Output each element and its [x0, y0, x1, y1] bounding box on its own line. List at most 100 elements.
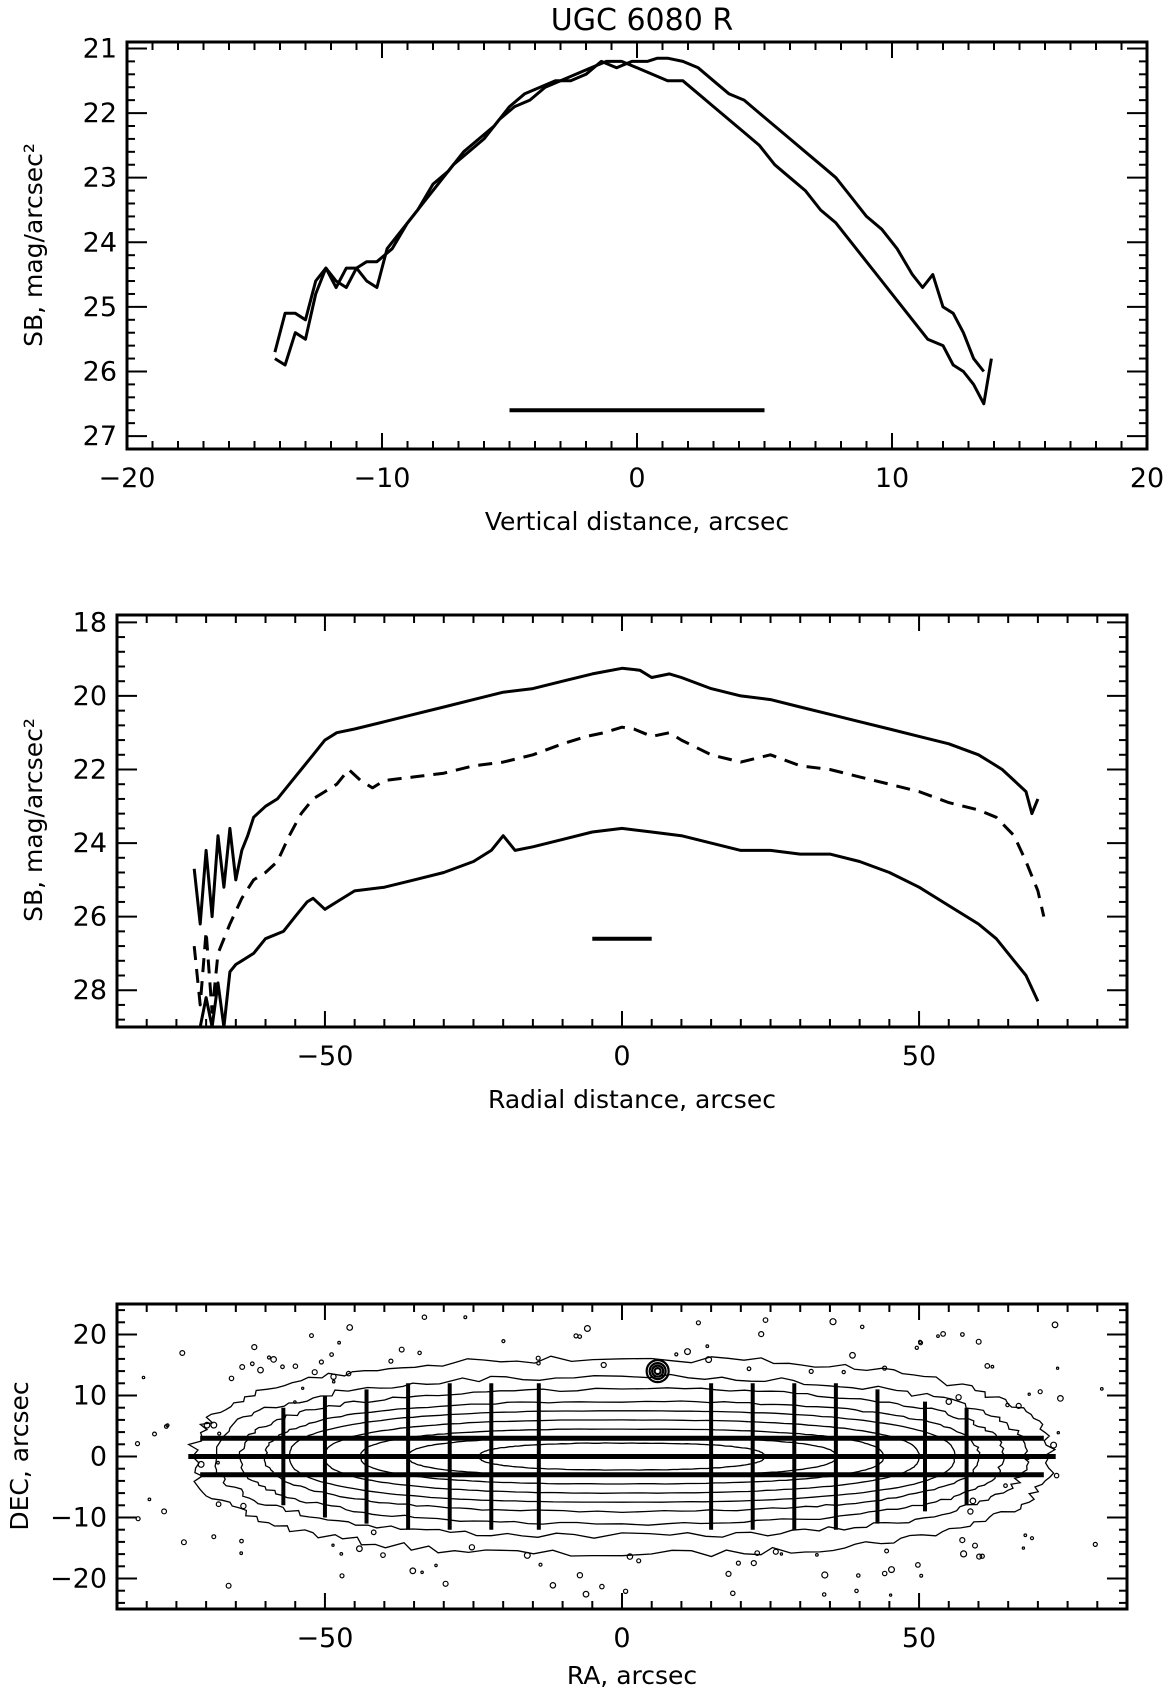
radial-profile-xtick-label: 0 [613, 1041, 630, 1072]
contour-speck [780, 1553, 782, 1555]
vertical-profile-xtick-label: −10 [354, 463, 411, 494]
contour-speck [1024, 1534, 1027, 1537]
contour-speck [1004, 1484, 1008, 1488]
contour-speck [889, 1567, 895, 1573]
contour-speck [312, 1370, 317, 1375]
contour-speck [357, 1546, 363, 1552]
contour-speck [675, 1353, 678, 1356]
contour-map-ylabel: DEC, arcsec [5, 1381, 34, 1530]
vertical-profile-ytick-label: 24 [83, 227, 117, 258]
contour-map-panel: −50 0 50 −20 −10 0 10 20 RA, arcsec DEC, arcsec [5, 1304, 1127, 1689]
contour-speck [211, 1422, 217, 1428]
contour-map-xtick-label: 0 [613, 1623, 630, 1654]
contour-speck [600, 1584, 604, 1588]
contour-speck [371, 1530, 376, 1535]
vertical-profile-ytick-label: 27 [83, 421, 117, 452]
contour-speck [1006, 1403, 1009, 1406]
profile-cuts [188, 1383, 1055, 1529]
contour-speck [347, 1325, 353, 1331]
contour-speck [961, 1551, 967, 1557]
contour-speck [624, 1589, 628, 1593]
vertical-profile-ytick-label: 22 [83, 98, 117, 129]
contour-speck [389, 1359, 393, 1363]
contour-speck [142, 1376, 144, 1378]
contour-speck [731, 1591, 735, 1595]
vertical-profile-panel: UGC 6080 R −20 −10 0 10 20 21 22 23 24 25 26 27 Ver… [19, 3, 1164, 536]
contour-speck [268, 1356, 271, 1359]
contour-speck [809, 1369, 813, 1373]
contour-map-ytick-label: 20 [73, 1320, 107, 1351]
contour-speck [970, 1498, 976, 1504]
contour-speck [842, 1371, 845, 1374]
contour-speck [333, 1381, 335, 1383]
contour-speck [976, 1339, 981, 1344]
radial-profile-series-1-line [194, 668, 1038, 924]
contour-speck [502, 1340, 505, 1343]
contour-speck [861, 1325, 864, 1328]
vertical-profile-xtick-label: 10 [875, 463, 909, 494]
contour-speck [1031, 1537, 1034, 1540]
contour-speck [537, 1362, 540, 1365]
vertical-profile-xlabel: Vertical distance, arcsec [485, 507, 789, 536]
contour-speck [850, 1353, 856, 1359]
contour-speck [332, 1544, 334, 1546]
contour-speck [469, 1545, 474, 1550]
contour-speck [252, 1345, 257, 1350]
contour-speck [217, 1461, 220, 1464]
contour-speck [946, 1399, 951, 1404]
contour-speck [331, 1374, 336, 1379]
contour-speck [960, 1538, 965, 1543]
contour-speck [706, 1345, 709, 1348]
contour-speck [773, 1549, 778, 1554]
contour-speck [180, 1351, 185, 1356]
contour-speck [340, 1574, 344, 1578]
radial-profile-ytick-label: 20 [73, 681, 107, 712]
contour-speck [816, 1554, 819, 1557]
vertical-profile-xtick-label: −20 [99, 463, 156, 494]
contour-speck [271, 1357, 277, 1363]
contour-map-ytick-label: −20 [50, 1564, 107, 1595]
contour-speck [1057, 1367, 1059, 1369]
contour-map-xtick-label: −50 [296, 1623, 353, 1654]
contour-speck [182, 1540, 187, 1545]
contour-speck [136, 1517, 140, 1521]
chart-title: UGC 6080 R [551, 3, 733, 38]
contour-speck [338, 1341, 341, 1344]
contour-speck [822, 1572, 828, 1578]
contour-speck [747, 1367, 751, 1371]
contour-speck [241, 1503, 246, 1508]
contour-speck [601, 1363, 606, 1368]
radial-profile-ytick-label: 28 [73, 975, 107, 1006]
contour-speck [920, 1574, 923, 1577]
contour-speck [1093, 1542, 1097, 1546]
contour-speck [1022, 1547, 1024, 1549]
contour-speck [136, 1442, 140, 1446]
contour-speck [340, 1553, 343, 1556]
contour-speck [464, 1316, 467, 1319]
contour-speck [973, 1543, 978, 1548]
contour-speck [410, 1568, 416, 1574]
contour-speck [985, 1364, 990, 1369]
contour-speck [319, 1360, 323, 1364]
radial-profile-frame [117, 615, 1127, 1027]
contour-speck [198, 1462, 204, 1468]
radial-profile-xlabel: Radial distance, arcsec [488, 1085, 776, 1114]
vertical-profile-ytick-label: 23 [83, 163, 117, 194]
contour-speck [302, 1387, 304, 1389]
contour-speck [961, 1333, 965, 1337]
contour-speck [435, 1564, 437, 1566]
contour-speck [216, 1502, 221, 1507]
radial-profile-ylabel: SB, mag/arcsec² [19, 718, 48, 922]
contour-speck [726, 1571, 731, 1576]
contour-speck [751, 1561, 756, 1566]
contour-speck [915, 1346, 918, 1349]
contour-speck [240, 1365, 245, 1370]
contour-speck [1028, 1393, 1030, 1395]
contour-speck [536, 1356, 540, 1360]
contour-map-xtick-label: 50 [902, 1623, 936, 1654]
contour-speck [240, 1552, 243, 1555]
contour-speck [281, 1365, 285, 1369]
contour-speck [381, 1553, 386, 1558]
contour-speck [524, 1553, 530, 1559]
contour-speck [240, 1539, 244, 1543]
